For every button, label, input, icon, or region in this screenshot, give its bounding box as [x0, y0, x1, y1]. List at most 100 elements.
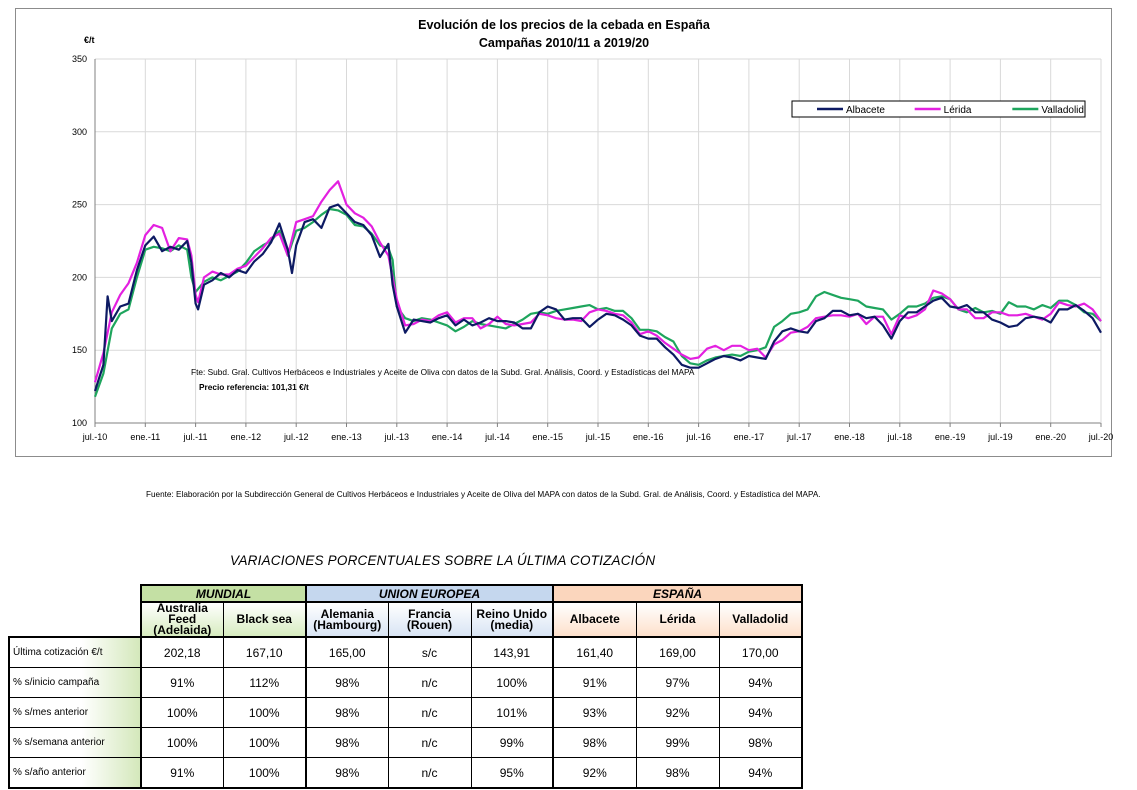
x-tick-label: ene.-15 — [532, 432, 563, 442]
legend-label: Albacete — [846, 105, 885, 116]
row-label: % s/inicio campaña — [8, 667, 142, 698]
table-cell: 98% — [306, 757, 389, 789]
x-tick-label: jul.-18 — [887, 432, 913, 442]
table-cell: 98% — [553, 727, 637, 758]
table-cell: 92% — [636, 697, 720, 728]
subheader: Black sea — [223, 602, 307, 638]
subheader: Lérida — [636, 602, 720, 638]
table-cell: 95% — [471, 757, 554, 789]
table-cell: 202,18 — [140, 636, 224, 668]
chart-area: Evolución de los precios de la cebada en… — [15, 8, 1113, 457]
table-cell: 93% — [553, 697, 637, 728]
y-tick-label: 300 — [72, 127, 87, 137]
subheader: Australia Feed (Adelaida) — [140, 602, 224, 638]
x-tick-label: jul.-10 — [82, 432, 108, 442]
table-cell: 100% — [223, 757, 307, 789]
chart-title: Evolución de los precios de la cebada en… — [418, 18, 711, 32]
row-label: % s/año anterior — [8, 757, 142, 789]
table-cell: 167,10 — [223, 636, 307, 668]
subheader: Valladolid — [719, 602, 803, 638]
group-union-europea: UNION EUROPEA — [305, 584, 554, 603]
table-cell: 165,00 — [306, 636, 389, 668]
x-tick-label: ene.-12 — [231, 432, 262, 442]
series-line-albacete — [93, 203, 1102, 392]
variations-table: MUNDIAL UNION EUROPEA ESPAÑA Australia F… — [8, 584, 803, 789]
table-cell: 143,91 — [471, 636, 554, 668]
x-tick-label: jul.-19 — [987, 432, 1013, 442]
subheader: Alemania (Hambourg) — [306, 602, 389, 638]
table-row: Última cotización €/t 202,18 167,10 165,00 s… — [8, 636, 803, 668]
table-cell: 92% — [553, 757, 637, 789]
table-row: % s/semana anterior 100% 100% 98% n/c 99% 98% 9… — [8, 727, 803, 758]
x-tick-label: jul.-11 — [183, 432, 208, 442]
x-tick-label: ene.-13 — [331, 432, 362, 442]
legend-label: Valladolid — [1041, 105, 1084, 116]
table-cell: n/c — [388, 667, 472, 698]
subheader: Francia (Rouen) — [388, 602, 472, 638]
x-tick-label: ene.-17 — [734, 432, 765, 442]
price-chart: Evolución de los precios de la cebada en… — [72, 18, 1113, 442]
series-line-lrida — [93, 180, 1102, 383]
table-cell: 99% — [636, 727, 720, 758]
table-cell: 91% — [553, 667, 637, 698]
x-tick-label: jul.-17 — [786, 432, 812, 442]
table-cell: 94% — [719, 667, 803, 698]
subheader: Reino Unido (media) — [471, 602, 554, 638]
variations-title: VARIACIONES PORCENTUALES SOBRE LA ÚLTIMA… — [230, 553, 656, 568]
table-cell: 161,40 — [553, 636, 637, 668]
table-cell: n/c — [388, 697, 472, 728]
x-tick-label: jul.-14 — [484, 432, 510, 442]
group-espana: ESPAÑA — [552, 584, 803, 603]
row-label: % s/mes anterior — [8, 697, 142, 728]
table-cell: 94% — [719, 697, 803, 728]
x-tick-label: ene.-11 — [130, 432, 160, 442]
table-cell: 91% — [140, 757, 224, 789]
table-cell: 170,00 — [719, 636, 803, 668]
table-cell: 94% — [719, 757, 803, 789]
series-line-valladolid — [93, 207, 1102, 398]
y-tick-label: 350 — [72, 54, 87, 64]
table-cell: s/c — [388, 636, 472, 668]
y-tick-label: 100 — [72, 418, 87, 428]
table-cell: 98% — [719, 727, 803, 758]
chart-subtitle: Campañas 2010/11 a 2019/20 — [479, 36, 649, 50]
table-cell: 100% — [223, 697, 307, 728]
x-tick-label: ene.-16 — [633, 432, 664, 442]
table-cell: 98% — [636, 757, 720, 789]
chart-annotation-reference: Precio referencia: 101,31 €/t — [199, 382, 309, 392]
table-cell: 100% — [140, 727, 224, 758]
x-tick-label: jul.-12 — [283, 432, 309, 442]
y-axis-label: €/t — [84, 35, 95, 45]
subheader: Albacete — [553, 602, 637, 638]
table-cell: 91% — [140, 667, 224, 698]
row-label: Última cotización €/t — [8, 636, 142, 668]
table-row: % s/inicio campaña 91% 112% 98% n/c 100% 91% 97… — [8, 667, 803, 698]
legend-label: Lérida — [944, 105, 972, 116]
x-tick-label: ene.-14 — [432, 432, 463, 442]
x-tick-label: ene.-20 — [1035, 432, 1066, 442]
chart-annotation-source: Fte: Subd. Gral. Cultivos Herbáceos e In… — [191, 367, 695, 377]
x-tick-label: jul.-13 — [384, 432, 410, 442]
y-tick-label: 200 — [72, 272, 87, 282]
source-note: Fuente: Elaboración por la Subdirección … — [146, 490, 821, 499]
table-cell: 100% — [223, 727, 307, 758]
row-label: % s/semana anterior — [8, 727, 142, 758]
table-row: % s/mes anterior 100% 100% 98% n/c 101% 93% 92%… — [8, 697, 803, 728]
y-tick-label: 150 — [72, 345, 87, 355]
group-mundial: MUNDIAL — [140, 584, 307, 603]
x-tick-label: ene.-19 — [935, 432, 966, 442]
y-tick-label: 250 — [72, 200, 87, 210]
x-tick-label: jul.-20 — [1088, 432, 1113, 442]
table-cell: 98% — [306, 697, 389, 728]
table-row: % s/año anterior 91% 100% 98% n/c 95% 92% 98% 94… — [8, 757, 803, 789]
table-cell: 101% — [471, 697, 554, 728]
x-tick-label: ene.-18 — [834, 432, 865, 442]
table-cell: 99% — [471, 727, 554, 758]
x-tick-label: jul.-16 — [685, 432, 711, 442]
table-cell: n/c — [388, 757, 472, 789]
table-cell: 169,00 — [636, 636, 720, 668]
x-tick-label: jul.-15 — [585, 432, 611, 442]
table-cell: n/c — [388, 727, 472, 758]
table-cell: 97% — [636, 667, 720, 698]
table-cell: 98% — [306, 667, 389, 698]
